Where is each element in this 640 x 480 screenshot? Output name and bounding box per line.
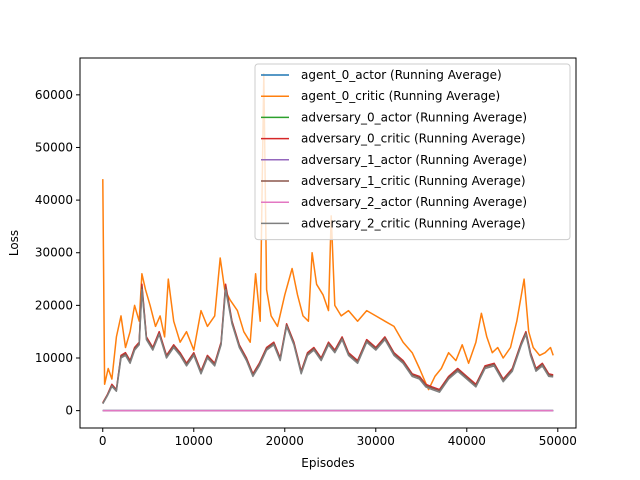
y-tick-label: 50000 (35, 140, 73, 154)
legend-label: adversary_2_actor (Running Average) (301, 195, 527, 209)
y-axis: 0 10000 20000 30000 40000 50000 60000 (35, 88, 80, 418)
y-tick-label: 20000 (35, 298, 73, 312)
legend-label: agent_0_critic (Running Average) (301, 89, 500, 103)
legend-label: adversary_0_actor (Running Average) (301, 110, 527, 124)
x-tick-label: 0 (99, 434, 107, 448)
y-tick-label: 60000 (35, 88, 73, 102)
x-tick-label: 50000 (539, 434, 577, 448)
x-tick-label: 10000 (175, 434, 213, 448)
legend-label: adversary_0_critic (Running Average) (301, 132, 526, 146)
y-tick-label: 40000 (35, 193, 73, 207)
legend-label: agent_0_actor (Running Average) (301, 68, 502, 82)
x-tick-label: 20000 (266, 434, 304, 448)
x-axis: 0 10000 20000 30000 40000 50000 (99, 428, 577, 448)
legend: agent_0_actor (Running Average) agent_0_c… (254, 63, 571, 241)
legend-label: adversary_1_actor (Running Average) (301, 153, 527, 167)
series-line-1 (102, 73, 554, 391)
y-axis-label: Loss (7, 230, 21, 256)
y-tick-label: 30000 (35, 246, 73, 260)
x-axis-label: Episodes (301, 456, 354, 470)
series-lines (102, 73, 554, 412)
legend-label: adversary_1_critic (Running Average) (301, 174, 526, 188)
x-tick-label: 30000 (357, 434, 395, 448)
x-tick-label: 40000 (448, 434, 486, 448)
legend-label: adversary_2_critic (Running Average) (301, 216, 526, 230)
series-line-7 (102, 288, 554, 405)
y-tick-label: 10000 (35, 351, 73, 365)
legend-box (254, 63, 571, 241)
plot-frame (79, 57, 577, 429)
y-tick-label: 0 (65, 404, 73, 418)
